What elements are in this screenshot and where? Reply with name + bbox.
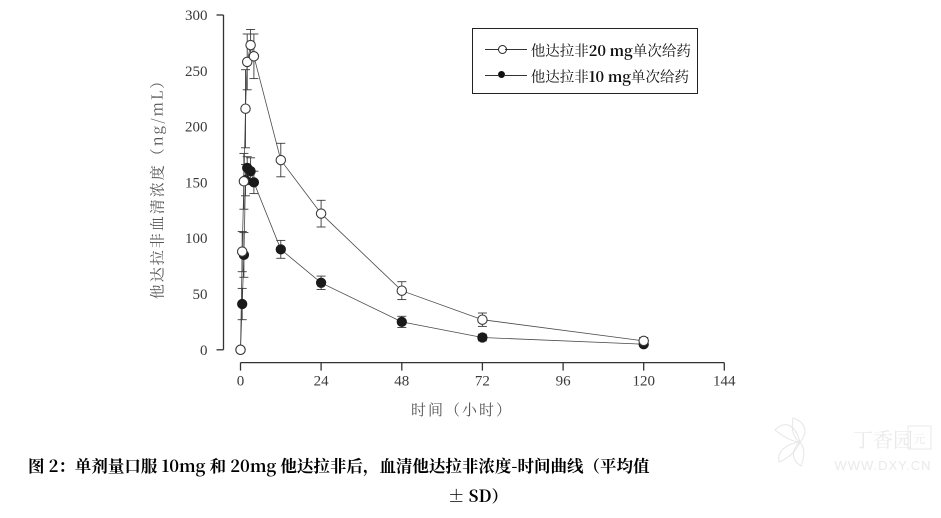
svg-text:元: 元 — [913, 430, 925, 447]
svg-text:144: 144 — [713, 374, 736, 390]
svg-text:24: 24 — [314, 374, 330, 390]
svg-text:48: 48 — [394, 374, 409, 390]
svg-text:0: 0 — [237, 374, 245, 390]
svg-text:300: 300 — [185, 8, 208, 24]
svg-text:丁香园: 丁香园 — [853, 424, 913, 453]
svg-text:96: 96 — [556, 374, 572, 390]
svg-text:250: 250 — [185, 64, 208, 80]
svg-text:100: 100 — [185, 231, 208, 247]
svg-text:120: 120 — [632, 374, 655, 390]
svg-text:50: 50 — [193, 287, 208, 303]
svg-text:WWW.DXY.CN: WWW.DXY.CN — [834, 458, 931, 473]
svg-text:0: 0 — [200, 343, 208, 359]
svg-text:150: 150 — [185, 175, 208, 191]
svg-text:72: 72 — [475, 374, 490, 390]
svg-text:200: 200 — [185, 120, 208, 136]
